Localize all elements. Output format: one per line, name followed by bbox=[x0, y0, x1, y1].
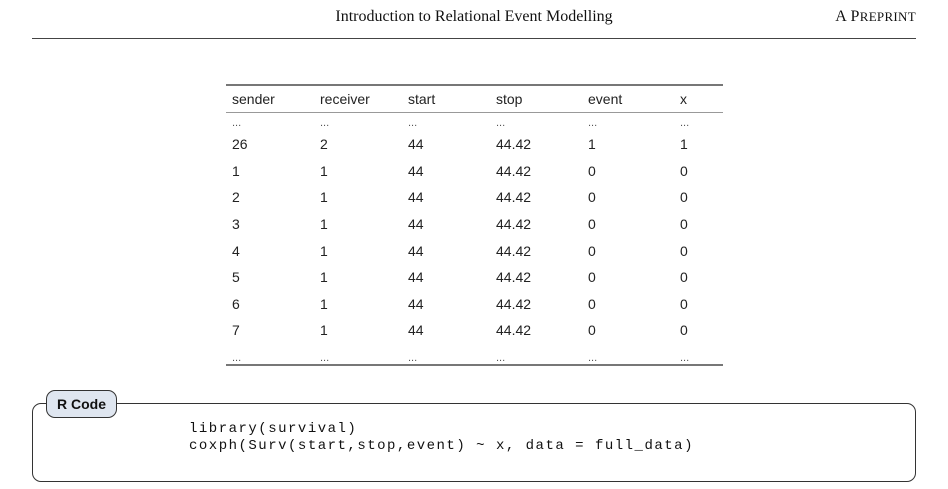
table-row: 7 1 44 44.42 0 0 bbox=[226, 317, 723, 344]
cell-start: 44 bbox=[408, 295, 424, 312]
ellipsis-cell: ... bbox=[496, 117, 506, 129]
cell-receiver: 1 bbox=[320, 269, 328, 286]
cell-event: 0 bbox=[588, 162, 596, 179]
column-header: stop bbox=[496, 91, 523, 107]
ellipsis-cell: ... bbox=[408, 351, 418, 364]
preprint-rest: REPRINT bbox=[859, 9, 916, 24]
preprint-initials: A P bbox=[835, 8, 860, 25]
ellipsis-cell: ... bbox=[496, 351, 506, 364]
ellipsis-row: ... ... ... ... ... ... bbox=[226, 113, 723, 132]
cell-x: 0 bbox=[680, 269, 688, 286]
data-table: sender receiver start stop event x ... .… bbox=[226, 84, 723, 366]
cell-start: 44 bbox=[408, 189, 424, 206]
running-header: Introduction to Relational Event Modelli… bbox=[32, 0, 916, 39]
cell-event: 0 bbox=[588, 189, 596, 206]
ellipsis-cell: ... bbox=[680, 117, 690, 129]
cell-stop: 44.42 bbox=[496, 269, 532, 286]
cell-stop: 44.42 bbox=[496, 162, 532, 179]
ellipsis-cell: ... bbox=[232, 351, 242, 364]
cell-receiver: 1 bbox=[320, 162, 328, 179]
code-lines: library(survival) coxph(Surv(start,stop,e… bbox=[189, 421, 694, 455]
cell-stop: 44.42 bbox=[496, 322, 532, 339]
column-header: start bbox=[408, 91, 436, 107]
cell-stop: 44.42 bbox=[496, 189, 532, 206]
table-row: 4 1 44 44.42 0 0 bbox=[226, 237, 723, 264]
column-header: sender bbox=[232, 91, 275, 107]
cell-event: 1 bbox=[588, 136, 596, 153]
cell-x: 0 bbox=[680, 189, 688, 206]
cell-event: 0 bbox=[588, 295, 596, 312]
cell-x: 0 bbox=[680, 295, 688, 312]
cell-sender: 6 bbox=[232, 295, 240, 312]
table-row: 5 1 44 44.42 0 0 bbox=[226, 264, 723, 291]
column-header: x bbox=[680, 91, 687, 107]
cell-event: 0 bbox=[588, 242, 596, 259]
cell-receiver: 2 bbox=[320, 136, 328, 153]
cell-start: 44 bbox=[408, 322, 424, 339]
cell-event: 0 bbox=[588, 269, 596, 286]
cell-stop: 44.42 bbox=[496, 242, 532, 259]
ellipsis-cell: ... bbox=[588, 117, 598, 129]
ellipsis-cell: ... bbox=[408, 117, 418, 129]
ellipsis-cell: ... bbox=[320, 351, 330, 364]
cell-event: 0 bbox=[588, 322, 596, 339]
cell-start: 44 bbox=[408, 242, 424, 259]
cell-stop: 44.42 bbox=[496, 136, 532, 153]
ellipsis-cell: ... bbox=[588, 351, 598, 364]
column-header: event bbox=[588, 91, 623, 107]
table-row: 2 1 44 44.42 0 0 bbox=[226, 184, 723, 211]
cell-sender: 26 bbox=[232, 136, 248, 153]
ellipsis-cell: ... bbox=[680, 351, 690, 364]
cell-start: 44 bbox=[408, 216, 424, 233]
table-row: 3 1 44 44.42 0 0 bbox=[226, 211, 723, 238]
cell-sender: 1 bbox=[232, 162, 240, 179]
table-row: 6 1 44 44.42 0 0 bbox=[226, 291, 723, 318]
ellipsis-cell: ... bbox=[320, 117, 330, 129]
cell-stop: 44.42 bbox=[496, 295, 532, 312]
cell-x: 0 bbox=[680, 216, 688, 233]
cell-receiver: 1 bbox=[320, 216, 328, 233]
table-header-row: sender receiver start stop event x bbox=[226, 85, 723, 113]
table-row: 1 1 44 44.42 0 0 bbox=[226, 158, 723, 185]
cell-receiver: 1 bbox=[320, 322, 328, 339]
cell-x: 1 bbox=[680, 136, 688, 153]
table-row: 26 2 44 44.42 1 1 bbox=[226, 131, 723, 158]
code-box-label: R Code bbox=[46, 390, 117, 418]
cell-receiver: 1 bbox=[320, 295, 328, 312]
cell-start: 44 bbox=[408, 162, 424, 179]
header-title: Introduction to Relational Event Modelli… bbox=[335, 8, 613, 25]
code-line: library(survival) bbox=[189, 421, 358, 437]
cell-receiver: 1 bbox=[320, 242, 328, 259]
cell-start: 44 bbox=[408, 269, 424, 286]
column-header: receiver bbox=[320, 91, 370, 107]
ellipsis-row: ... ... ... ... ... ... bbox=[226, 344, 723, 365]
cell-sender: 4 bbox=[232, 242, 240, 259]
cell-sender: 7 bbox=[232, 322, 240, 339]
cell-event: 0 bbox=[588, 216, 596, 233]
r-code-box: R Code library(survival) coxph(Surv(start… bbox=[32, 390, 916, 482]
preprint-label: A PREPRINT bbox=[835, 8, 916, 26]
ellipsis-cell: ... bbox=[232, 117, 242, 129]
cell-sender: 3 bbox=[232, 216, 240, 233]
cell-x: 0 bbox=[680, 322, 688, 339]
cell-start: 44 bbox=[408, 136, 424, 153]
cell-sender: 5 bbox=[232, 269, 240, 286]
cell-x: 0 bbox=[680, 242, 688, 259]
code-line: coxph(Surv(start,stop,event) ~ x, data =… bbox=[189, 438, 694, 454]
cell-stop: 44.42 bbox=[496, 216, 532, 233]
cell-sender: 2 bbox=[232, 189, 240, 206]
cell-x: 0 bbox=[680, 162, 688, 179]
cell-receiver: 1 bbox=[320, 189, 328, 206]
